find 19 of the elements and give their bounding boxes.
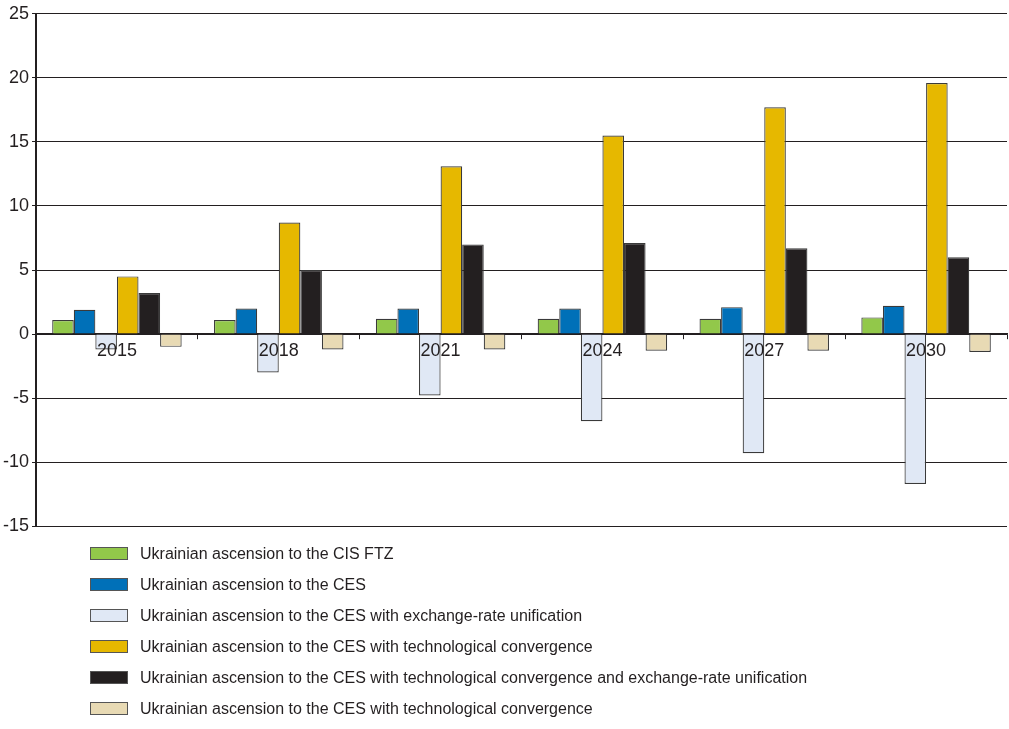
y-tick-label: -15 — [3, 515, 30, 536]
legend-label: Ukrainian ascension to the CES with technological convergence — [140, 699, 593, 718]
legend-label: Ukrainian ascension to the CIS FTZ — [140, 544, 394, 563]
y-tick-label: 25 — [8, 2, 30, 23]
legend-label: Ukrainian ascension to the CES with exchange-rate unification — [140, 606, 583, 625]
x-tick-label: 2021 — [420, 340, 461, 361]
y-tick-label: 5 — [19, 258, 30, 279]
y-tick-label: 20 — [8, 66, 30, 87]
x-tick-label: 2024 — [582, 340, 623, 361]
x-tick-label: 2018 — [258, 340, 299, 361]
y-tick-label: 0 — [19, 323, 30, 344]
legend-label: Ukrainian ascension to the CES — [140, 575, 366, 594]
legend-label: Ukrainian ascension to the CES with technological convergence and exchange-rate unification — [140, 668, 808, 687]
y-tick-label: 10 — [8, 194, 30, 215]
y-tick-label: -10 — [3, 451, 30, 472]
x-tick-label: 2015 — [96, 340, 137, 361]
y-tick-label: -5 — [13, 387, 30, 408]
legend-label: Ukrainian ascension to the CES with technological convergence — [140, 637, 593, 656]
y-tick-label: 15 — [8, 130, 30, 151]
